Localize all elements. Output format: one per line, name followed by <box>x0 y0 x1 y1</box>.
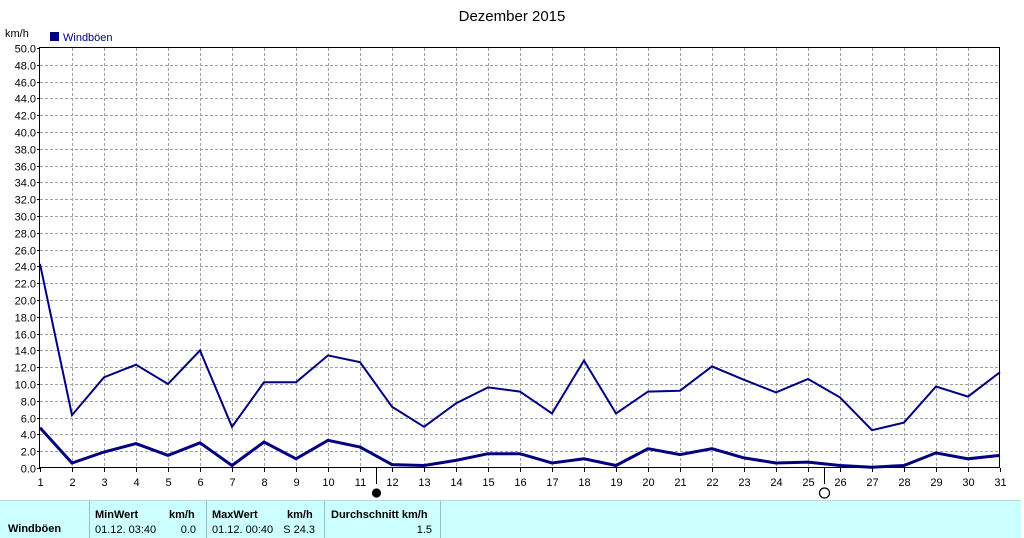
full-moon-icon <box>818 487 831 499</box>
x-tick-label: 5 <box>165 477 171 489</box>
moon-phases <box>371 468 831 499</box>
legend-label: Windböen <box>63 32 113 44</box>
x-tick-label: 24 <box>770 477 782 489</box>
y-tick-label: 28.0 <box>15 229 36 241</box>
x-tick-label: 4 <box>133 477 139 489</box>
legend-swatch <box>50 32 59 41</box>
stats-divider <box>324 501 325 538</box>
y-tick-label: 4.0 <box>21 430 36 442</box>
y-tick-label: 36.0 <box>15 162 36 174</box>
max-unit: km/h <box>287 509 313 521</box>
min-datetime: 01.12. 03:40 <box>95 524 157 536</box>
new-moon-icon <box>371 488 382 498</box>
min-unit: km/h <box>169 509 195 521</box>
y-tick-label: 16.0 <box>15 330 36 342</box>
stats-divider <box>440 501 441 538</box>
min-value: 0.0 <box>180 524 196 536</box>
stats-table: Windböen MinWert km/h 01.12. 03:40 0.0 M… <box>0 500 1021 538</box>
x-tick-label: 23 <box>738 477 750 489</box>
stats-row-label: Windböen <box>8 523 62 535</box>
y-tick-label: 44.0 <box>15 94 36 106</box>
y-tick-label: 46.0 <box>15 78 36 90</box>
min-header: MinWert <box>95 509 139 521</box>
x-tick-label: 1 <box>37 477 43 489</box>
y-tick-label: 48.0 <box>15 61 36 73</box>
avg-value: 1.5 <box>416 524 432 536</box>
y-tick-label: 32.0 <box>15 195 36 207</box>
y-tick-label: 42.0 <box>15 111 36 123</box>
grid <box>40 48 1000 468</box>
y-tick-label: 26.0 <box>15 246 36 258</box>
y-tick-label: 34.0 <box>15 178 36 190</box>
y-tick-label: 38.0 <box>15 145 36 157</box>
y-tick-label: 22.0 <box>15 279 36 291</box>
series-line-avg <box>38 426 1001 469</box>
x-tick-label: 7 <box>229 477 235 489</box>
y-axis-unit: km/h <box>5 28 29 40</box>
x-tick-label: 16 <box>514 477 526 489</box>
x-tick-label: 11 <box>355 477 366 489</box>
avg-header: Durchschnitt km/h <box>331 509 428 521</box>
x-tick-label: 9 <box>293 477 299 489</box>
y-tick-label: 0.0 <box>21 464 36 476</box>
x-tick-label: 27 <box>866 477 878 489</box>
y-tick-label: 30.0 <box>15 212 36 224</box>
stats-divider <box>206 501 207 538</box>
y-tick-label: 18.0 <box>15 313 36 325</box>
y-tick-label: 10.0 <box>15 380 36 392</box>
y-tick-label: 8.0 <box>21 397 36 409</box>
series-line-max <box>39 263 1001 432</box>
x-tick-label: 6 <box>197 477 203 489</box>
x-tick-label: 29 <box>930 477 942 489</box>
x-tick-label: 28 <box>898 477 910 489</box>
chart-title: Dezember 2015 <box>459 8 566 25</box>
x-tick-label: 18 <box>578 477 590 489</box>
max-datetime: 01.12. 00:40 <box>212 524 274 536</box>
x-axis: 1 2 3 4 5 6 7 8 9 10 11 12 13 14 15 16 17 18 19 20 21 22 23 24 2… <box>37 468 1007 489</box>
x-tick-label: 22 <box>706 477 718 489</box>
x-tick-label: 26 <box>834 477 846 489</box>
x-tick-label: 8 <box>261 477 267 489</box>
y-tick-label: 2.0 <box>21 447 36 459</box>
y-tick-label: 12.0 <box>15 363 36 375</box>
x-tick-label: 2 <box>69 477 75 489</box>
x-tick-label: 19 <box>610 477 622 489</box>
y-tick-label: 50.0 <box>15 44 36 56</box>
series-layer <box>38 263 1001 469</box>
max-header: MaxWert <box>212 509 258 521</box>
y-axis: 0.0 2.0 4.0 6.0 8.0 10.0 12.0 14.0 16.0 18.0 20.0 2… <box>15 44 40 476</box>
stats-divider <box>89 501 90 538</box>
x-tick-label: 20 <box>642 477 654 489</box>
max-value: S 24.3 <box>283 524 315 536</box>
x-tick-label: 17 <box>546 477 558 489</box>
chart: Dezember 2015 km/h Windböen 0.0 2.0 4.0 6.0… <box>5 8 1007 499</box>
y-tick-label: 24.0 <box>15 262 36 274</box>
x-tick-label: 14 <box>450 477 462 489</box>
x-tick-label: 10 <box>322 477 334 489</box>
x-tick-label: 31 <box>994 477 1006 489</box>
y-tick-label: 6.0 <box>21 414 36 426</box>
x-tick-label: 3 <box>101 477 107 489</box>
y-tick-label: 20.0 <box>15 296 36 308</box>
x-tick-label: 12 <box>386 477 398 489</box>
x-tick-label: 13 <box>418 477 430 489</box>
x-tick-label: 21 <box>674 477 686 489</box>
y-tick-label: 40.0 <box>15 128 36 140</box>
plot-frame <box>39 47 1000 468</box>
y-tick-label: 14.0 <box>15 346 36 358</box>
x-tick-label: 25 <box>802 477 814 489</box>
x-tick-label: 15 <box>482 477 494 489</box>
x-tick-label: 30 <box>962 477 974 489</box>
